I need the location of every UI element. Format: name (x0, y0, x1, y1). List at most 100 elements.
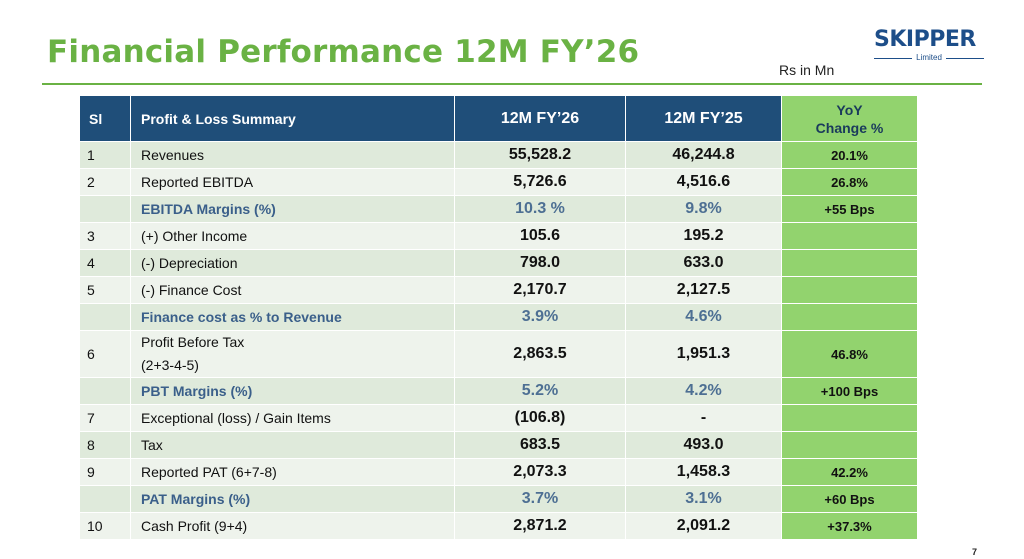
logo-rule-left (874, 57, 913, 59)
row-12m-fy25-value: - (625, 404, 782, 432)
row-description: Reported PAT (6+7-8) (130, 458, 455, 486)
row-12m-fy26-value: 798.0 (454, 249, 626, 277)
table-row: 5 (-) Finance Cost 2,170.7 2,127.5 (79, 276, 918, 304)
row-description-line2: (2+3-4-5) (141, 357, 199, 373)
units-label: Rs in Mn (779, 62, 835, 78)
page-title: Financial Performance 12M FY’26 (47, 34, 640, 70)
row-description: Finance cost as % to Revenue (130, 303, 455, 331)
row-sl: 7 (79, 404, 131, 432)
row-description: (-) Depreciation (130, 249, 455, 277)
row-description: (-) Finance Cost (130, 276, 455, 304)
row-sl: 6 (79, 330, 131, 378)
row-sl: 3 (79, 222, 131, 250)
table-row: 8 Tax 683.5 493.0 (79, 431, 918, 459)
row-12m-fy25-value: 633.0 (625, 249, 782, 277)
row-sl: 2 (79, 168, 131, 196)
header-12m-fy25: 12M FY’25 (625, 95, 782, 142)
row-yoy-change: 46.8% (781, 330, 918, 378)
row-12m-fy26-value: 2,871.2 (454, 512, 626, 540)
table-row: 1 Revenues 55,528.2 46,244.8 20.1% (79, 141, 918, 169)
row-description: Reported EBITDA (130, 168, 455, 196)
header-yoy-change: YoY Change % (781, 95, 918, 142)
table-row: PAT Margins (%) 3.7% 3.1% +60 Bps (79, 485, 918, 513)
logo-sub-text: Limited (916, 53, 942, 62)
row-12m-fy25-value: 4.6% (625, 303, 782, 331)
row-12m-fy25-value: 493.0 (625, 431, 782, 459)
header-sl: Sl (79, 95, 131, 142)
row-yoy-change (781, 222, 918, 250)
row-yoy-change: +37.3% (781, 512, 918, 540)
row-yoy-change (781, 276, 918, 304)
row-12m-fy25-value: 2,091.2 (625, 512, 782, 540)
company-logo: SKIPPER Limited (874, 27, 985, 68)
row-12m-fy26-value: 5,726.6 (454, 168, 626, 196)
pl-summary-table: Sl Profit & Loss Summary 12M FY’26 12M F… (79, 95, 918, 540)
row-yoy-change: +60 Bps (781, 485, 918, 513)
logo-rule-right (945, 57, 985, 59)
row-yoy-change: 20.1% (781, 141, 918, 169)
table-row: 9 Reported PAT (6+7-8) 2,073.3 1,458.3 42.2% (79, 458, 918, 486)
row-12m-fy26-value: 10.3 % (454, 195, 626, 223)
row-sl: 10 (79, 512, 131, 540)
row-description-line1: Profit Before Tax (141, 334, 245, 350)
logo-wordmark: SKIPPER (874, 27, 976, 52)
row-sl: 4 (79, 249, 131, 277)
row-yoy-change (781, 404, 918, 432)
table-row: PBT Margins (%) 5.2% 4.2% +100 Bps (79, 377, 918, 405)
row-12m-fy25-value: 46,244.8 (625, 141, 782, 169)
row-12m-fy25-value: 2,127.5 (625, 276, 782, 304)
row-12m-fy26-value: 5.2% (454, 377, 626, 405)
row-12m-fy26-value: 55,528.2 (454, 141, 626, 169)
page-number: 7 (972, 547, 978, 557)
row-description: Tax (130, 431, 455, 459)
header-yoy-line1: YoY (836, 101, 863, 118)
table-row: Finance cost as % to Revenue 3.9% 4.6% (79, 303, 918, 331)
row-12m-fy25-value: 195.2 (625, 222, 782, 250)
row-yoy-change: +55 Bps (781, 195, 918, 223)
row-12m-fy26-value: 2,863.5 (454, 330, 626, 378)
row-description: EBITDA Margins (%) (130, 195, 455, 223)
row-sl: 9 (79, 458, 131, 486)
row-yoy-change: 42.2% (781, 458, 918, 486)
table-row: 7 Exceptional (loss) / Gain Items (106.8) - (79, 404, 918, 432)
row-12m-fy26-value: 683.5 (454, 431, 626, 459)
row-sl: 1 (79, 141, 131, 169)
row-12m-fy25-value: 4,516.6 (625, 168, 782, 196)
row-sl (79, 485, 131, 513)
row-sl (79, 377, 131, 405)
row-description: PBT Margins (%) (130, 377, 455, 405)
table-header-row: Sl Profit & Loss Summary 12M FY’26 12M F… (79, 95, 918, 142)
header-12m-fy26: 12M FY’26 (454, 95, 626, 142)
row-12m-fy25-value: 3.1% (625, 485, 782, 513)
table-row: 6 Profit Before Tax (2+3-4-5) 2,863.5 1,951.… (79, 330, 918, 378)
row-yoy-change (781, 303, 918, 331)
row-12m-fy25-value: 4.2% (625, 377, 782, 405)
table-row: 3 (+) Other Income 105.6 195.2 (79, 222, 918, 250)
row-sl (79, 195, 131, 223)
row-description: Cash Profit (9+4) (130, 512, 455, 540)
row-12m-fy26-value: 105.6 (454, 222, 626, 250)
table-row: 4 (-) Depreciation 798.0 633.0 (79, 249, 918, 277)
row-yoy-change: +100 Bps (781, 377, 918, 405)
row-12m-fy25-value: 1,951.3 (625, 330, 782, 378)
row-12m-fy25-value: 9.8% (625, 195, 782, 223)
row-yoy-change (781, 249, 918, 277)
row-12m-fy26-value: (106.8) (454, 404, 626, 432)
row-description: Revenues (130, 141, 455, 169)
table-row: 2 Reported EBITDA 5,726.6 4,516.6 26.8% (79, 168, 918, 196)
header-yoy-line2: Change % (815, 119, 884, 136)
row-12m-fy26-value: 2,170.7 (454, 276, 626, 304)
row-12m-fy26-value: 3.9% (454, 303, 626, 331)
row-yoy-change (781, 431, 918, 459)
row-sl: 5 (79, 276, 131, 304)
row-12m-fy26-value: 2,073.3 (454, 458, 626, 486)
row-sl: 8 (79, 431, 131, 459)
row-sl (79, 303, 131, 331)
row-description: (+) Other Income (130, 222, 455, 250)
row-12m-fy25-value: 1,458.3 (625, 458, 782, 486)
table-row: 10 Cash Profit (9+4) 2,871.2 2,091.2 +37.3% (79, 512, 918, 540)
table-row: EBITDA Margins (%) 10.3 % 9.8% +55 Bps (79, 195, 918, 223)
header-description: Profit & Loss Summary (130, 95, 455, 142)
title-divider (42, 83, 982, 85)
logo-subline: Limited (874, 53, 985, 63)
